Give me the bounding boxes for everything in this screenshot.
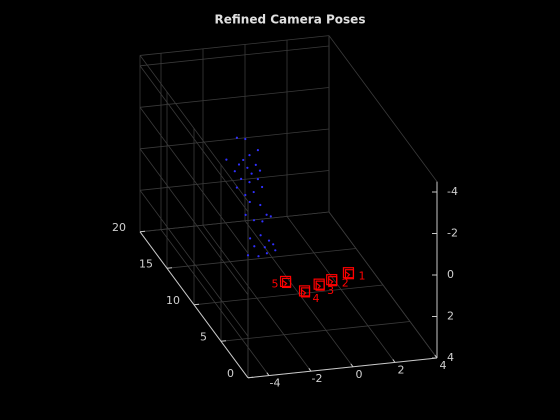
point [246, 254, 250, 257]
y-tick-label: 0 [227, 367, 234, 380]
point [267, 239, 271, 242]
x-tick [392, 359, 396, 363]
grid-line [139, 148, 249, 296]
y-tick [220, 340, 227, 342]
point [259, 234, 262, 237]
point [235, 186, 238, 189]
x-tick-label: 4 [440, 359, 447, 372]
z-tick-label: 0 [447, 268, 454, 281]
x-tick [350, 363, 354, 368]
point [256, 149, 259, 152]
point [254, 163, 257, 166]
point [249, 237, 252, 240]
point [272, 243, 275, 246]
y-tick-label: 20 [112, 221, 126, 234]
box-edge [328, 211, 438, 359]
x-axis [247, 357, 438, 379]
grid-line [139, 45, 330, 67]
point [261, 185, 264, 189]
grid-line [166, 248, 357, 269]
point [265, 252, 268, 255]
camera-lens [328, 278, 334, 285]
point [248, 181, 251, 184]
point [261, 220, 264, 223]
camera-lens [301, 289, 307, 296]
point [237, 163, 241, 166]
camera-body [300, 287, 311, 298]
camera-label: 4 [313, 292, 320, 305]
camera-lens [315, 282, 322, 289]
y-tick [193, 303, 200, 306]
point [265, 213, 268, 216]
y-tick [139, 230, 146, 233]
camera-label: 1 [358, 270, 365, 283]
box-edge [328, 35, 438, 182]
point [235, 136, 238, 139]
point [225, 158, 228, 161]
grid-line [139, 128, 330, 150]
x-tick-label: -2 [312, 372, 323, 385]
camera-lens [282, 279, 288, 286]
camera-label: 3 [327, 284, 334, 297]
y-tick-label: 15 [139, 257, 153, 270]
box-edge [139, 55, 249, 202]
camera [326, 274, 338, 287]
point [244, 137, 247, 141]
point [248, 200, 251, 204]
y-tick [166, 267, 173, 269]
point [240, 177, 243, 180]
z-tick-label: 4 [447, 351, 454, 364]
grid-line [139, 190, 249, 337]
camera [298, 285, 311, 298]
y-tick [247, 376, 254, 379]
chart-title: Refined Camera Poses [215, 13, 366, 27]
point [250, 172, 253, 175]
camera-label: 2 [342, 277, 349, 290]
x-tick [308, 367, 312, 372]
y-tick-label: 5 [200, 330, 207, 343]
z-tick-label: -2 [447, 227, 458, 240]
x-tick-label: -4 [270, 377, 281, 390]
grid-line [139, 65, 249, 213]
grid-line [139, 170, 330, 191]
x-tick-label: 0 [356, 368, 363, 381]
x-tick-label: 2 [398, 363, 405, 376]
point [233, 170, 236, 173]
point [253, 245, 256, 248]
camera-body [328, 276, 338, 287]
box-edge [139, 35, 330, 56]
grid-line [220, 321, 411, 342]
camera-label: 5 [272, 277, 279, 290]
y-tick-label: 10 [166, 294, 180, 307]
point [252, 219, 256, 222]
camera [342, 267, 355, 280]
camera [279, 275, 292, 289]
point [263, 246, 266, 249]
z-tick-label: -4 [447, 185, 458, 198]
grid-line [139, 211, 330, 233]
camera-body [281, 277, 292, 289]
point [246, 166, 249, 169]
camera [313, 278, 325, 291]
camera-body [344, 269, 355, 280]
point [258, 169, 262, 172]
grid-line [193, 284, 384, 306]
camera-lens [345, 271, 351, 278]
grid-line [139, 107, 249, 254]
x-tick [266, 372, 270, 376]
point [244, 193, 247, 197]
point [242, 158, 245, 162]
camera-body [315, 280, 325, 291]
point [257, 255, 260, 258]
point [252, 190, 255, 194]
point [256, 178, 259, 181]
z-tick-label: 2 [447, 310, 454, 323]
point [269, 215, 272, 218]
point [274, 249, 277, 252]
point [248, 154, 251, 157]
point [259, 203, 262, 207]
point [244, 213, 247, 216]
grid-line [139, 87, 330, 108]
